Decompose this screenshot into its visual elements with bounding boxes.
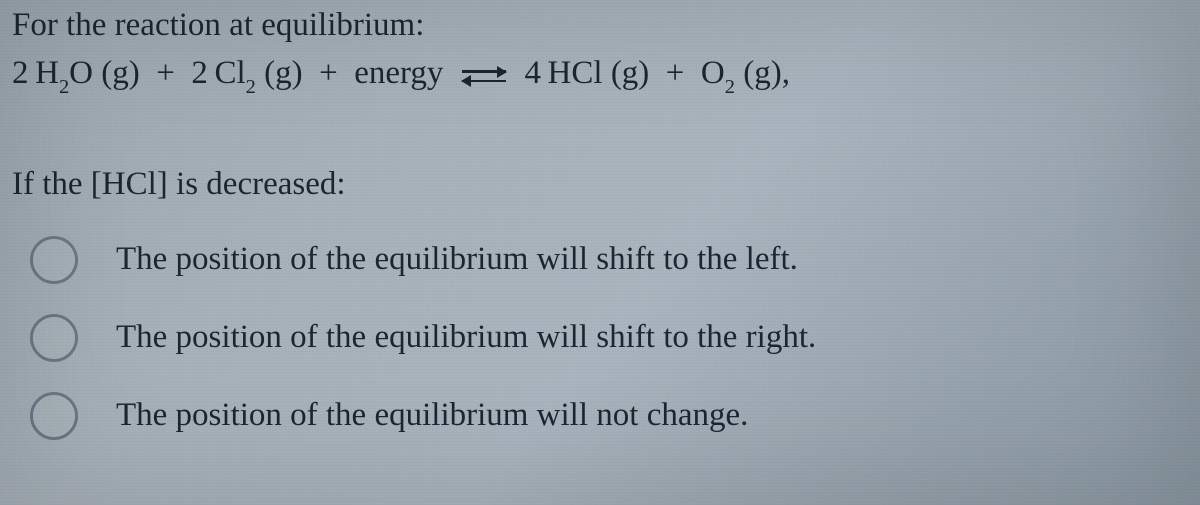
radio-icon[interactable] (30, 392, 78, 440)
option-row[interactable]: The position of the equilibrium will shi… (30, 236, 1188, 284)
eq-lhs-1-phase: (g) (101, 55, 139, 91)
eq-lhs-1-tail: O (69, 55, 93, 91)
option-label: The position of the equilibrium will not… (116, 397, 748, 434)
question-block: For the reaction at equilibrium: 2 H2O (… (0, 0, 1200, 482)
option-label: The position of the equilibrium will shi… (116, 319, 816, 356)
options-group: The position of the equilibrium will shi… (12, 236, 1188, 440)
eq-lhs-1-sub: 2 (59, 76, 69, 98)
eq-lhs-3-text: energy (354, 55, 443, 91)
eq-rhs-2-phase: (g) (743, 55, 781, 91)
eq-rhs-1-coef: 4 (524, 55, 541, 91)
eq-lhs-1-coef: 2 (12, 55, 29, 91)
eq-trailing: , (782, 55, 790, 91)
sub-question: If the [HCl] is decreased: (12, 161, 1188, 207)
eq-rhs-2-sub: 2 (725, 76, 735, 98)
eq-rhs-2-species: O (701, 55, 725, 91)
radio-icon[interactable] (30, 236, 78, 284)
eq-lhs-2-species: Cl (214, 55, 245, 91)
eq-lhs-1-species: H (35, 55, 59, 91)
option-row[interactable]: The position of the equilibrium will shi… (30, 314, 1188, 362)
equilibrium-arrow-icon (462, 67, 506, 85)
eq-rhs-1-phase: (g) (611, 55, 649, 91)
eq-lhs-2-sub: 2 (246, 76, 256, 98)
option-label: The position of the equilibrium will shi… (116, 241, 798, 278)
question-intro: For the reaction at equilibrium: (12, 2, 1188, 48)
eq-rhs-1-species: HCl (548, 55, 603, 91)
eq-lhs-2-phase: (g) (264, 55, 302, 91)
equation: 2 H2O (g) + 2 Cl2 (g) + energy 4 HCl (g)… (12, 50, 1188, 99)
eq-lhs-2-coef: 2 (191, 55, 208, 91)
radio-icon[interactable] (30, 314, 78, 362)
option-row[interactable]: The position of the equilibrium will not… (30, 392, 1188, 440)
